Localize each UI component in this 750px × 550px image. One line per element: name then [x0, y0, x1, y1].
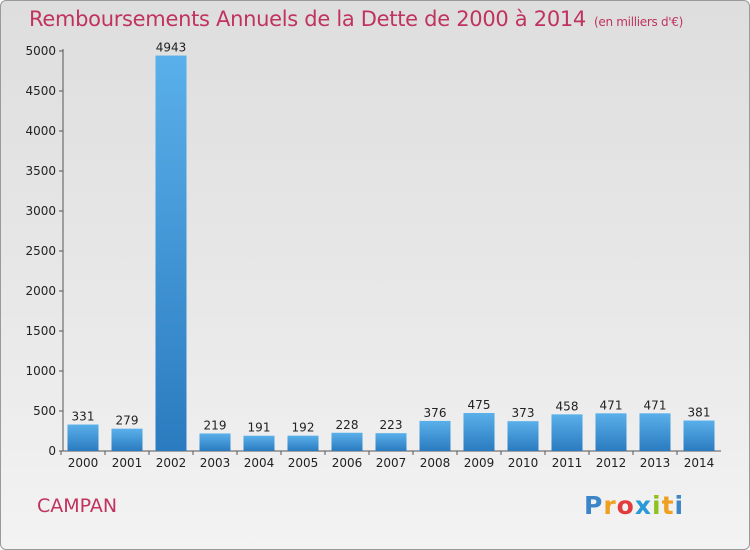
y-tick-label: 2500 [25, 244, 56, 258]
logo-letter: t [661, 491, 675, 520]
y-tick-label: 4500 [25, 84, 56, 98]
y-tick-label: 3000 [25, 204, 56, 218]
data-label: 191 [248, 421, 271, 435]
x-tick-label: 2006 [332, 456, 363, 470]
x-tick-label: 2001 [112, 456, 143, 470]
data-label: 192 [292, 421, 315, 435]
bar [375, 433, 407, 451]
bar [463, 413, 495, 451]
bar [595, 413, 627, 451]
y-tick-label: 500 [33, 404, 56, 418]
bar [67, 424, 99, 451]
data-label: 458 [556, 399, 579, 413]
y-tick-label: 3500 [25, 164, 56, 178]
data-label: 471 [644, 398, 667, 412]
logo-letter: P [584, 491, 604, 520]
data-label: 373 [512, 406, 535, 420]
bar [331, 432, 363, 451]
bar [287, 435, 319, 451]
bar [243, 435, 275, 451]
data-label: 471 [600, 398, 623, 412]
bar [111, 428, 143, 451]
bar [507, 421, 539, 451]
y-tick-label: 1500 [25, 324, 56, 338]
x-tick-label: 2009 [464, 456, 495, 470]
data-label: 228 [336, 418, 359, 432]
x-tick-label: 2008 [420, 456, 451, 470]
x-tick-label: 2004 [244, 456, 275, 470]
data-label: 331 [72, 410, 95, 424]
x-tick-label: 2010 [508, 456, 539, 470]
data-label: 223 [380, 418, 403, 432]
x-tick-label: 2002 [156, 456, 187, 470]
bar [199, 433, 231, 451]
x-tick-label: 2005 [288, 456, 319, 470]
bar [419, 420, 451, 451]
x-tick-label: 2011 [552, 456, 583, 470]
bar [155, 55, 187, 452]
x-tick-label: 2007 [376, 456, 407, 470]
x-tick-label: 2012 [596, 456, 627, 470]
y-tick-label: 1000 [25, 364, 56, 378]
y-tick-label: 2000 [25, 284, 56, 298]
commune-name: CAMPAN [37, 495, 118, 517]
logo-letter: i [674, 491, 685, 520]
x-tick-label: 2014 [684, 456, 715, 470]
y-tick-label: 5000 [25, 44, 56, 58]
chart-subtitle: (en milliers d'€) [594, 15, 684, 29]
chart-title: Remboursements Annuels de la Dette de 20… [29, 7, 586, 31]
data-label: 279 [116, 414, 139, 428]
chart-title-block: Remboursements Annuels de la Dette de 20… [29, 7, 683, 31]
data-label: 4943 [156, 41, 187, 55]
data-label: 381 [688, 406, 711, 420]
data-label: 376 [424, 406, 447, 420]
bar [683, 420, 715, 451]
logo-letter: x [634, 491, 652, 520]
data-label: 219 [204, 418, 227, 432]
logo-letter: i [652, 491, 662, 520]
y-tick-label: 0 [48, 444, 56, 458]
x-tick-label: 2000 [68, 456, 99, 470]
x-tick-label: 2003 [200, 456, 231, 470]
bar [551, 414, 583, 451]
bar [639, 413, 671, 451]
x-tick-label: 2013 [640, 456, 671, 470]
logo-letter: r [603, 491, 617, 520]
y-tick-label: 4000 [25, 124, 56, 138]
proxiti-logo: Proxiti [584, 491, 684, 520]
logo-letter: o [616, 491, 635, 520]
data-label: 475 [468, 398, 491, 412]
